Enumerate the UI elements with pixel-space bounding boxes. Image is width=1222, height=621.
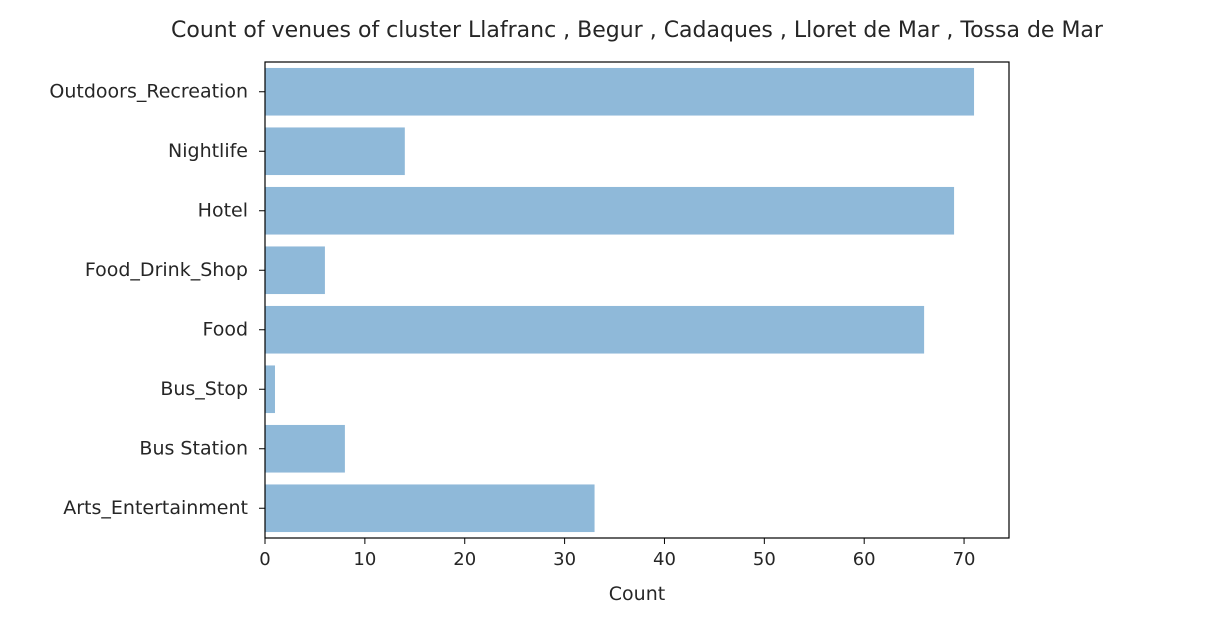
y-tick-label: Arts_Entertainment	[63, 497, 248, 519]
x-tick-label: 40	[653, 549, 676, 570]
bar-arts-entertainment	[265, 484, 595, 533]
x-tick-label: 60	[853, 549, 876, 570]
x-tick-label: 0	[259, 549, 270, 570]
y-tick-label: Outdoors_Recreation	[49, 80, 248, 102]
y-tick-label: Hotel	[198, 199, 248, 221]
bar-food	[265, 305, 925, 354]
x-tick-label: 50	[753, 549, 776, 570]
x-tick-label: 20	[453, 549, 476, 570]
y-tick-label: Bus Station	[139, 437, 248, 459]
bar-bus-stop	[265, 365, 275, 414]
bar-bus-station	[265, 424, 345, 473]
bar-outdoors-recreation	[265, 67, 975, 116]
y-tick-label: Nightlife	[168, 140, 248, 162]
x-axis: 0 10 20 30 40 50 60 70	[259, 538, 976, 570]
x-tick-label: 10	[353, 549, 376, 570]
bar-food-drink-shop	[265, 246, 325, 295]
x-tick-label: 30	[553, 549, 576, 570]
y-tick-label: Bus_Stop	[160, 378, 248, 400]
bar-hotel	[265, 186, 955, 235]
y-tick-label: Food	[202, 318, 248, 340]
y-tick-label: Food_Drink_Shop	[85, 259, 248, 281]
x-axis-label: Count	[609, 583, 665, 605]
chart-title: Count of venues of cluster Llafranc , Be…	[171, 18, 1104, 43]
x-tick-label: 70	[953, 549, 976, 570]
y-axis: Outdoors_Recreation Nightlife Hotel Food_Dr…	[49, 80, 265, 519]
bars-group	[265, 67, 975, 533]
plot-area-frame	[264, 61, 1010, 539]
bar-nightlife	[265, 127, 405, 176]
